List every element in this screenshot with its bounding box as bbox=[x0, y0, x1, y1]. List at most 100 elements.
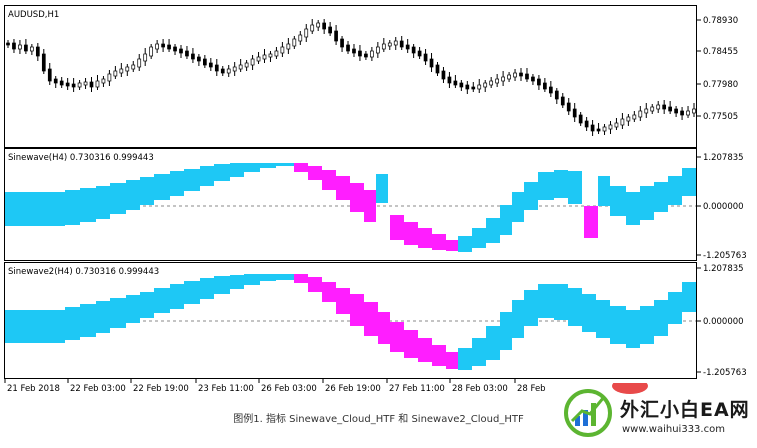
cloud-segment bbox=[154, 174, 170, 200]
cloud-segment bbox=[65, 190, 80, 225]
candle-body bbox=[179, 48, 183, 54]
cloud-segment bbox=[446, 240, 458, 251]
cloud-segment bbox=[458, 236, 472, 252]
cloud-segment bbox=[524, 182, 538, 210]
cloud-segment bbox=[126, 180, 140, 210]
watermark-name: 外汇小白EA网 bbox=[620, 399, 750, 421]
cloud-segment bbox=[276, 274, 294, 280]
candle-body bbox=[137, 58, 142, 68]
candle-body bbox=[560, 96, 565, 106]
cloud-segment bbox=[610, 306, 626, 344]
candle-body bbox=[572, 108, 577, 118]
cloud-segment bbox=[110, 298, 126, 328]
price-tick: 0.78930 bbox=[703, 16, 738, 26]
candle-body bbox=[566, 102, 571, 112]
candle-body bbox=[316, 22, 321, 28]
candle-body bbox=[501, 76, 505, 82]
candle-body bbox=[650, 106, 655, 112]
candle-body bbox=[41, 53, 46, 72]
cloud-segment bbox=[364, 190, 376, 222]
cloud-segment bbox=[364, 302, 378, 336]
candle-body bbox=[292, 38, 297, 47]
cloud-segment bbox=[110, 183, 126, 214]
candle-body bbox=[352, 48, 356, 54]
cloud-segment bbox=[668, 176, 682, 205]
indicator1-title: Sinewave(H4) 0.730316 0.999443 bbox=[8, 153, 154, 163]
candle-body bbox=[459, 82, 464, 88]
candle-body bbox=[531, 76, 535, 82]
cloud-segment bbox=[446, 352, 458, 369]
indicator1-tick: -1.205763 bbox=[703, 251, 747, 261]
candle-body bbox=[197, 56, 201, 62]
cloud-segment bbox=[512, 300, 524, 338]
candle-body bbox=[155, 43, 159, 50]
cloud-segment bbox=[378, 312, 390, 344]
candle-body bbox=[405, 44, 410, 50]
cloud-segment bbox=[154, 288, 170, 313]
candle-body bbox=[30, 46, 34, 52]
cloud-segment bbox=[230, 163, 244, 177]
cloud-segment bbox=[432, 345, 446, 366]
candle-body bbox=[328, 26, 332, 34]
candle-body bbox=[232, 66, 237, 72]
price-axis: 0.78930 0.78455 0.77980 0.77505 bbox=[697, 16, 738, 122]
cloud-segment bbox=[626, 310, 640, 348]
time-tick: 26 Feb 19:00 bbox=[325, 384, 381, 394]
indicator1-axis: 1.207835 0.000000 -1.205763 bbox=[697, 153, 747, 261]
cloud-segment bbox=[96, 186, 110, 219]
time-tick: 22 Feb 19:00 bbox=[133, 384, 189, 394]
candle-body bbox=[77, 82, 82, 88]
cloud-segment bbox=[458, 348, 472, 370]
time-tick: 28 Feb bbox=[517, 384, 546, 394]
cloud-segment bbox=[390, 322, 404, 352]
candle-body bbox=[495, 78, 499, 84]
cloud-segment bbox=[568, 171, 582, 204]
cloud-segment bbox=[260, 274, 276, 281]
cloud-segment bbox=[184, 281, 200, 304]
cloud-segment bbox=[80, 188, 96, 222]
candle-body bbox=[447, 76, 452, 84]
candle-body bbox=[584, 120, 589, 128]
candle-body bbox=[89, 81, 94, 88]
candle-body bbox=[280, 46, 285, 54]
time-tick: 22 Feb 03:00 bbox=[70, 384, 126, 394]
cloud-segment bbox=[96, 301, 110, 333]
candle-body bbox=[674, 108, 678, 114]
candle-body bbox=[692, 108, 696, 114]
candle-body bbox=[24, 44, 28, 52]
candle-body bbox=[411, 46, 416, 54]
candle-body bbox=[471, 86, 476, 90]
candle-body bbox=[417, 50, 422, 57]
time-tick: 28 Feb 03:00 bbox=[452, 384, 508, 394]
candle-body bbox=[101, 78, 106, 84]
candle-body bbox=[346, 44, 350, 52]
main-panel-frame bbox=[4, 5, 697, 148]
candle-body bbox=[274, 50, 279, 57]
candle-body bbox=[608, 124, 613, 130]
cloud-segment bbox=[626, 192, 640, 225]
candle-body bbox=[680, 110, 684, 116]
candle-body bbox=[149, 46, 154, 57]
candle-body bbox=[393, 40, 398, 46]
cloud-segment bbox=[584, 206, 598, 238]
cloud-segment bbox=[390, 215, 404, 240]
candle-body bbox=[113, 70, 118, 77]
candle-body bbox=[364, 53, 368, 58]
cloud-segment bbox=[654, 300, 668, 336]
candle-body bbox=[125, 66, 130, 72]
cloud-segment bbox=[568, 288, 582, 326]
candle-body bbox=[429, 58, 434, 68]
candle-body bbox=[381, 43, 386, 50]
candle-body bbox=[59, 80, 64, 86]
cloud-segment bbox=[554, 170, 568, 198]
cloud-segment bbox=[244, 163, 260, 172]
cloud-segment bbox=[640, 306, 654, 344]
candle-body bbox=[399, 40, 404, 48]
cloud-segment bbox=[308, 277, 322, 292]
cloud-segment bbox=[640, 186, 654, 220]
candle-body bbox=[304, 28, 309, 38]
candle-body bbox=[662, 104, 667, 110]
indicator2-title: Sinewave2(H4) 0.730316 0.999443 bbox=[8, 267, 159, 277]
cloud-segment bbox=[294, 163, 308, 172]
